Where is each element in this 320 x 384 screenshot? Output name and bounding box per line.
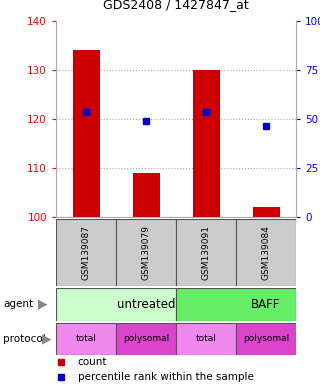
Text: polysomal: polysomal bbox=[243, 334, 289, 343]
Text: GSM139087: GSM139087 bbox=[82, 225, 91, 280]
Text: total: total bbox=[76, 334, 96, 343]
Text: untreated: untreated bbox=[117, 298, 175, 311]
Bar bbox=[116, 219, 176, 286]
Bar bbox=[193, 70, 220, 217]
Bar bbox=[56, 219, 116, 286]
Text: GSM139091: GSM139091 bbox=[202, 225, 211, 280]
Bar bbox=[176, 323, 236, 355]
Text: count: count bbox=[77, 358, 107, 367]
Text: ▶: ▶ bbox=[38, 298, 48, 311]
Bar bbox=[236, 323, 296, 355]
Bar bbox=[132, 173, 159, 217]
Text: polysomal: polysomal bbox=[123, 334, 169, 343]
Bar bbox=[176, 288, 296, 321]
Bar bbox=[73, 50, 100, 217]
Text: BAFF: BAFF bbox=[251, 298, 281, 311]
Bar bbox=[176, 219, 236, 286]
Text: protocol: protocol bbox=[3, 334, 46, 344]
Bar bbox=[236, 219, 296, 286]
Bar bbox=[56, 323, 116, 355]
Bar bbox=[116, 323, 176, 355]
Text: ▶: ▶ bbox=[42, 333, 51, 345]
Bar bbox=[56, 288, 176, 321]
Bar bbox=[252, 207, 279, 217]
Text: agent: agent bbox=[3, 299, 33, 310]
Text: percentile rank within the sample: percentile rank within the sample bbox=[77, 372, 253, 382]
Text: GSM139079: GSM139079 bbox=[141, 225, 150, 280]
Text: GDS2408 / 1427847_at: GDS2408 / 1427847_at bbox=[103, 0, 249, 12]
Text: total: total bbox=[196, 334, 216, 343]
Text: GSM139084: GSM139084 bbox=[261, 225, 270, 280]
